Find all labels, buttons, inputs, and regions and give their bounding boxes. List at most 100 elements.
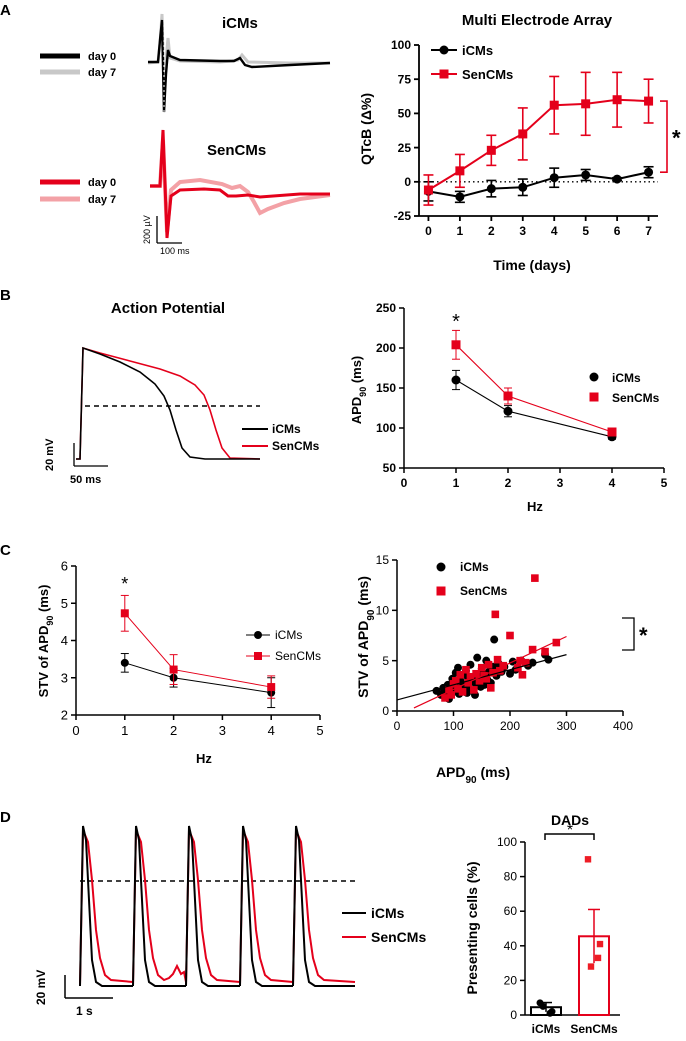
data-point-sencms bbox=[644, 96, 654, 106]
x-tick-label: 3 bbox=[519, 224, 526, 238]
data-point-icms bbox=[581, 170, 591, 180]
legend-label-sencms: SenCMs bbox=[460, 584, 508, 598]
x-tick-label: 1 bbox=[453, 476, 460, 490]
significance-star: * bbox=[452, 311, 460, 333]
scatter-point-icms bbox=[454, 663, 463, 672]
dot-icms bbox=[539, 1002, 547, 1010]
chart-dads-bar: DADs Presenting cells (%) 0 20 40 60 80 100 iC… bbox=[464, 812, 620, 1036]
scatter-xlabel-sub: 90 bbox=[465, 775, 477, 786]
scatter-point-sencms bbox=[528, 645, 537, 654]
x-tick-label: 3 bbox=[557, 476, 564, 490]
legend-label-icms: iCMs bbox=[460, 560, 489, 574]
stv-axis: 0 1 2 3 4 5 2 3 4 5 6 bbox=[61, 559, 324, 738]
legend-marker-icms bbox=[439, 45, 449, 55]
x-tick-label: 2 bbox=[505, 476, 512, 490]
data-point-icms bbox=[503, 406, 513, 416]
dads-marks: * bbox=[530, 822, 610, 1017]
x-tick-label: 2 bbox=[488, 224, 495, 238]
apd-ylabel-unit: (ms) bbox=[349, 356, 364, 387]
x-tick-label: 4 bbox=[268, 723, 275, 738]
x-tick-label: 300 bbox=[556, 719, 576, 733]
scatter-point-sencms bbox=[454, 685, 462, 693]
ap-scale-label-voltage: 20 mV bbox=[44, 438, 56, 471]
legend-marker-sencms bbox=[589, 392, 599, 402]
dot-sencms bbox=[587, 963, 595, 970]
scatter-point-sencms bbox=[518, 670, 527, 679]
apd-axis: 0 1 2 3 4 5 50 100 150 200 250 bbox=[376, 301, 668, 490]
chart-apd90-vs-hz: Hz APD90 (ms) 0 1 2 3 4 5 50 100 150 200 250 iCMs S… bbox=[349, 301, 668, 514]
ap-trace-icms bbox=[76, 346, 260, 460]
x-tick-label: 5 bbox=[582, 224, 589, 238]
dad-trace-icms-beat bbox=[132, 825, 186, 987]
significance-bracket bbox=[544, 833, 595, 840]
y-tick-label: 6 bbox=[61, 559, 68, 574]
scatter-marks: iCMs SenCMs * bbox=[396, 560, 648, 709]
data-point-sencms bbox=[607, 427, 617, 437]
data-point-sencms bbox=[267, 683, 276, 692]
dads-ylabel: Presenting cells (%) bbox=[464, 861, 480, 994]
scatter-point-sencms bbox=[441, 694, 449, 702]
apd-xlabel: Hz bbox=[527, 499, 543, 514]
scatter-point-sencms bbox=[462, 665, 470, 674]
data-point-sencms bbox=[503, 391, 513, 401]
dad-trace-sencms-beat bbox=[132, 829, 187, 986]
legend-marker-sencms bbox=[254, 652, 262, 660]
scale-label-time: 100 ms bbox=[160, 246, 190, 256]
mea-marks: iCMs SenCMs * bbox=[423, 43, 681, 206]
dad-trace-sencms-beat bbox=[79, 829, 134, 986]
legend-label-icms: iCMs bbox=[612, 371, 641, 385]
scatter-point-sencms bbox=[482, 674, 491, 683]
dad-legend-label-icms: iCMs bbox=[371, 905, 405, 921]
fit-line-sencms bbox=[413, 635, 567, 709]
stv-marks: iCMs SenCMs * bbox=[120, 574, 321, 709]
data-point-sencms bbox=[120, 609, 129, 618]
scatter-ylabel-unit: (ms) bbox=[355, 576, 371, 609]
series-line-icms bbox=[124, 662, 272, 694]
ap-traces: Action Potential iCMs SenCMs 20 mV 50 ms bbox=[44, 300, 320, 486]
x-tick-label: 200 bbox=[500, 719, 520, 733]
mea-ylabel: QTcB (Δ%) bbox=[358, 93, 374, 165]
stv-ylabel-sub: 90 bbox=[45, 616, 55, 626]
scatter-point-sencms bbox=[445, 686, 453, 694]
significance-star: * bbox=[121, 574, 128, 594]
y-tick-label: 100 bbox=[391, 38, 411, 52]
scatter-point-sencms bbox=[531, 574, 539, 582]
y-tick-label: 15 bbox=[376, 553, 390, 567]
scatter-point-icms bbox=[490, 635, 499, 644]
legend-label-icms: iCMs bbox=[275, 628, 302, 642]
x-tick-label: 100 bbox=[443, 719, 463, 733]
significance-star: * bbox=[672, 126, 681, 151]
y-tick-label: 3 bbox=[61, 670, 68, 685]
y-tick-label: 60 bbox=[504, 904, 518, 918]
scatter-xlabel-main: APD bbox=[436, 764, 466, 780]
stv-ylabel-main: STV of APD bbox=[36, 626, 51, 698]
data-point-sencms bbox=[612, 95, 622, 105]
scatter-axis: 0 100 200 300 400 0 5 10 15 bbox=[376, 553, 634, 733]
x-tick-label: 1 bbox=[121, 723, 128, 738]
legend-marker-sencms bbox=[439, 69, 449, 79]
panel-label-d: D bbox=[0, 809, 11, 826]
data-point-sencms bbox=[549, 100, 559, 110]
dad-scale-label-time: 1 s bbox=[76, 1004, 93, 1018]
y-tick-label: 25 bbox=[398, 141, 412, 155]
ap-legend-label-sencms: SenCMs bbox=[272, 439, 320, 453]
x-tick-label-icms: iCMs bbox=[532, 1022, 561, 1036]
y-tick-label: 75 bbox=[398, 72, 412, 86]
data-point-sencms bbox=[169, 665, 178, 674]
data-point-icms bbox=[549, 173, 559, 183]
y-tick-label: 250 bbox=[376, 301, 396, 315]
significance-bracket bbox=[660, 100, 668, 174]
scatter-point-sencms bbox=[522, 658, 530, 667]
apd-ylabel: APD90 (ms) bbox=[349, 356, 368, 425]
mea-trace-title-sencms: SenCMs bbox=[207, 142, 266, 159]
dot-sencms bbox=[594, 954, 602, 962]
panel-label-b: B bbox=[0, 287, 11, 304]
scatter-point-sencms bbox=[477, 663, 486, 672]
trace-icms-day0 bbox=[148, 19, 331, 113]
x-tick-label: 4 bbox=[609, 476, 616, 490]
scatter-point-sencms bbox=[447, 691, 456, 699]
scatter-point-sencms bbox=[491, 610, 500, 619]
scatter-point-icms bbox=[506, 669, 514, 678]
y-tick-label: 20 bbox=[504, 973, 518, 987]
